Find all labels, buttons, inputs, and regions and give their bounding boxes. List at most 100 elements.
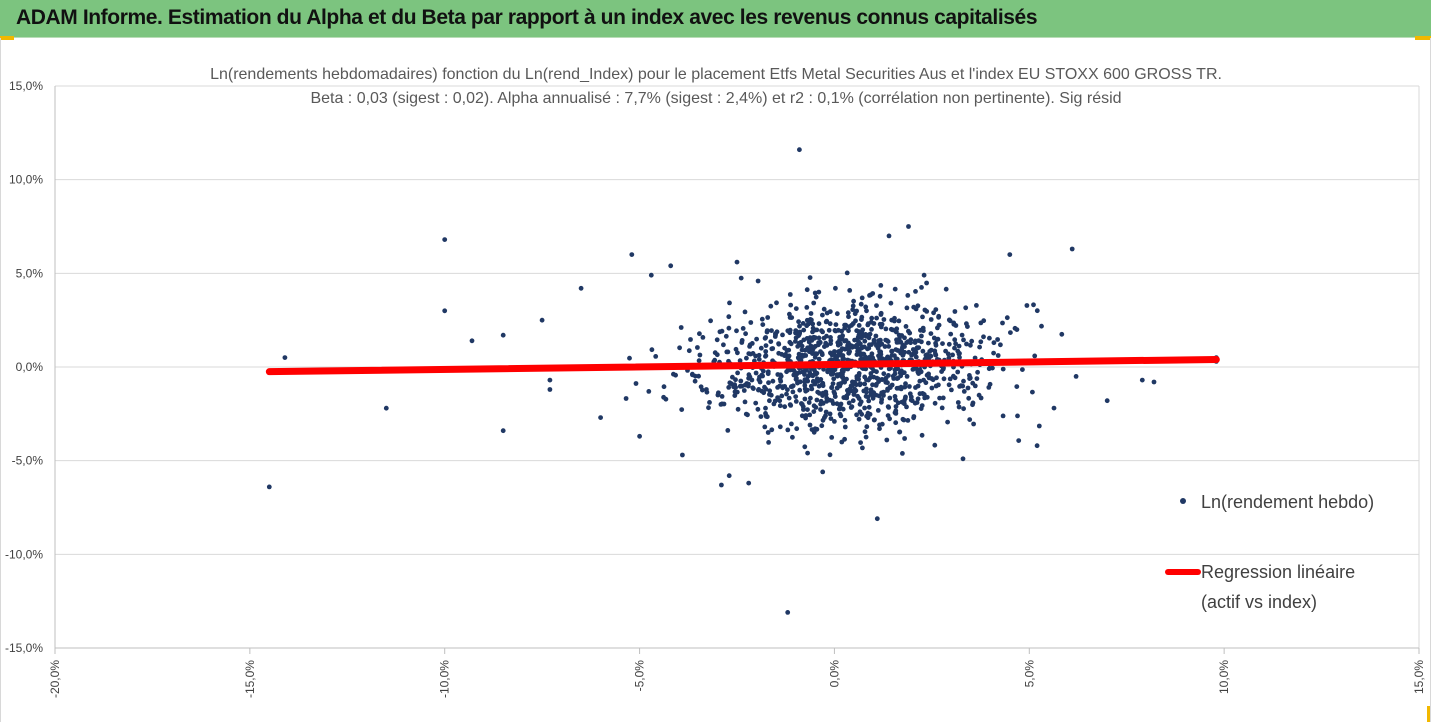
corner-mark-right <box>1415 36 1431 40</box>
scatter-point <box>1016 438 1022 443</box>
scatter-point <box>820 469 826 475</box>
scatter-point <box>780 332 785 338</box>
scatter-point <box>716 390 721 396</box>
scatter-point <box>862 429 868 435</box>
scatter-point <box>929 385 935 391</box>
scatter-point <box>806 339 812 345</box>
scatter-point <box>700 335 706 340</box>
scatter-point <box>797 329 803 335</box>
scatter-point <box>784 369 789 375</box>
scatter-point <box>858 440 863 445</box>
scatter-point <box>813 294 819 300</box>
scatter-point <box>812 354 818 360</box>
scatter-point <box>966 395 972 401</box>
scatter-point <box>991 350 996 356</box>
scatter-point <box>852 389 858 394</box>
scatter-point <box>876 379 881 384</box>
scatter-point <box>745 412 750 418</box>
scatter-point <box>677 345 682 351</box>
scatter-point <box>936 322 942 328</box>
scatter-point <box>928 331 934 336</box>
scatter-point <box>814 397 820 403</box>
scatter-point <box>879 390 885 396</box>
scatter-point <box>978 395 984 401</box>
scatter-point <box>793 306 799 311</box>
scatter-point <box>762 335 768 341</box>
x-tick-label: 0,0% <box>827 660 841 688</box>
scatter-point <box>887 395 893 401</box>
scatter-point <box>697 331 702 337</box>
scatter-point <box>1031 302 1036 308</box>
scatter-point <box>906 349 912 355</box>
scatter-point <box>764 328 770 333</box>
scatter-point <box>877 356 882 362</box>
scatter-point <box>963 305 969 311</box>
scatter-point <box>707 400 712 405</box>
scatter-point <box>893 420 899 426</box>
scatter-point <box>846 328 851 334</box>
scatter-point <box>763 353 769 359</box>
scatter-point <box>829 435 835 440</box>
scatter-point <box>785 610 791 615</box>
x-tick-label: -5,0% <box>633 660 647 692</box>
scatter-point <box>867 293 872 298</box>
scatter-point <box>872 417 877 423</box>
scatter-point <box>948 331 954 337</box>
scatter-point <box>955 400 961 405</box>
scatter-point <box>857 350 863 356</box>
scatter-point <box>708 318 713 324</box>
scatter-point <box>975 369 980 375</box>
scatter-point <box>851 298 856 304</box>
scatter-point <box>888 300 894 306</box>
scatter-point <box>829 384 835 390</box>
scatter-point <box>873 333 879 339</box>
scatter-point <box>959 332 965 338</box>
scatter-point <box>779 393 785 399</box>
scatter-point <box>912 400 918 406</box>
scatter-point <box>692 378 698 384</box>
scatter-point <box>924 309 930 314</box>
y-tick-label: -10,0% <box>5 547 43 561</box>
scatter-point <box>820 383 826 389</box>
scatter-point <box>824 310 830 316</box>
legend-label-regression-line2: (actif vs index) <box>1201 592 1317 612</box>
chart-title-line-1: Ln(rendements hebdomadaires) fonction du… <box>210 66 1222 83</box>
scatter-point <box>832 391 838 397</box>
scatter-point <box>783 352 788 357</box>
scatter-point <box>862 405 867 411</box>
scatter-point <box>910 367 916 372</box>
scatter-point <box>803 413 809 418</box>
scatter-point <box>742 309 748 315</box>
x-tick-label: -10,0% <box>438 660 452 698</box>
scatter-point <box>842 424 848 430</box>
scatter-point <box>825 369 830 375</box>
scatter-point <box>847 349 852 354</box>
scatter-point <box>873 383 879 388</box>
scatter-point <box>793 328 799 333</box>
scatter-point <box>907 384 912 389</box>
report-title: ADAM Informe. Estimation du Alpha et du … <box>16 6 1038 29</box>
scatter-point <box>961 389 967 394</box>
chart-title-line-2: Beta : 0,03 (sigest : 0,02). Alpha annua… <box>310 90 1121 107</box>
scatter-point <box>827 321 833 327</box>
scatter-point <box>912 338 918 344</box>
scatter-point <box>841 356 846 362</box>
scatter-point <box>864 377 869 382</box>
scatter-point <box>892 315 897 321</box>
scatter-point <box>1024 303 1030 308</box>
scatter-point <box>805 407 810 412</box>
chart-area: Ln(rendements hebdomadaires) fonction du… <box>0 38 1431 722</box>
scatter-point <box>1059 331 1065 337</box>
scatter-point <box>796 351 802 357</box>
scatter-point <box>820 417 826 423</box>
scatter-point <box>734 328 739 334</box>
scatter-point <box>778 373 784 379</box>
scatter-point <box>902 436 907 441</box>
scatter-point <box>865 321 871 326</box>
scatter-point <box>866 335 872 341</box>
scatter-point <box>946 382 952 388</box>
scatter-point <box>758 414 764 419</box>
scatter-point <box>469 338 475 344</box>
scatter-point <box>770 378 776 384</box>
gridlines <box>54 85 1420 649</box>
